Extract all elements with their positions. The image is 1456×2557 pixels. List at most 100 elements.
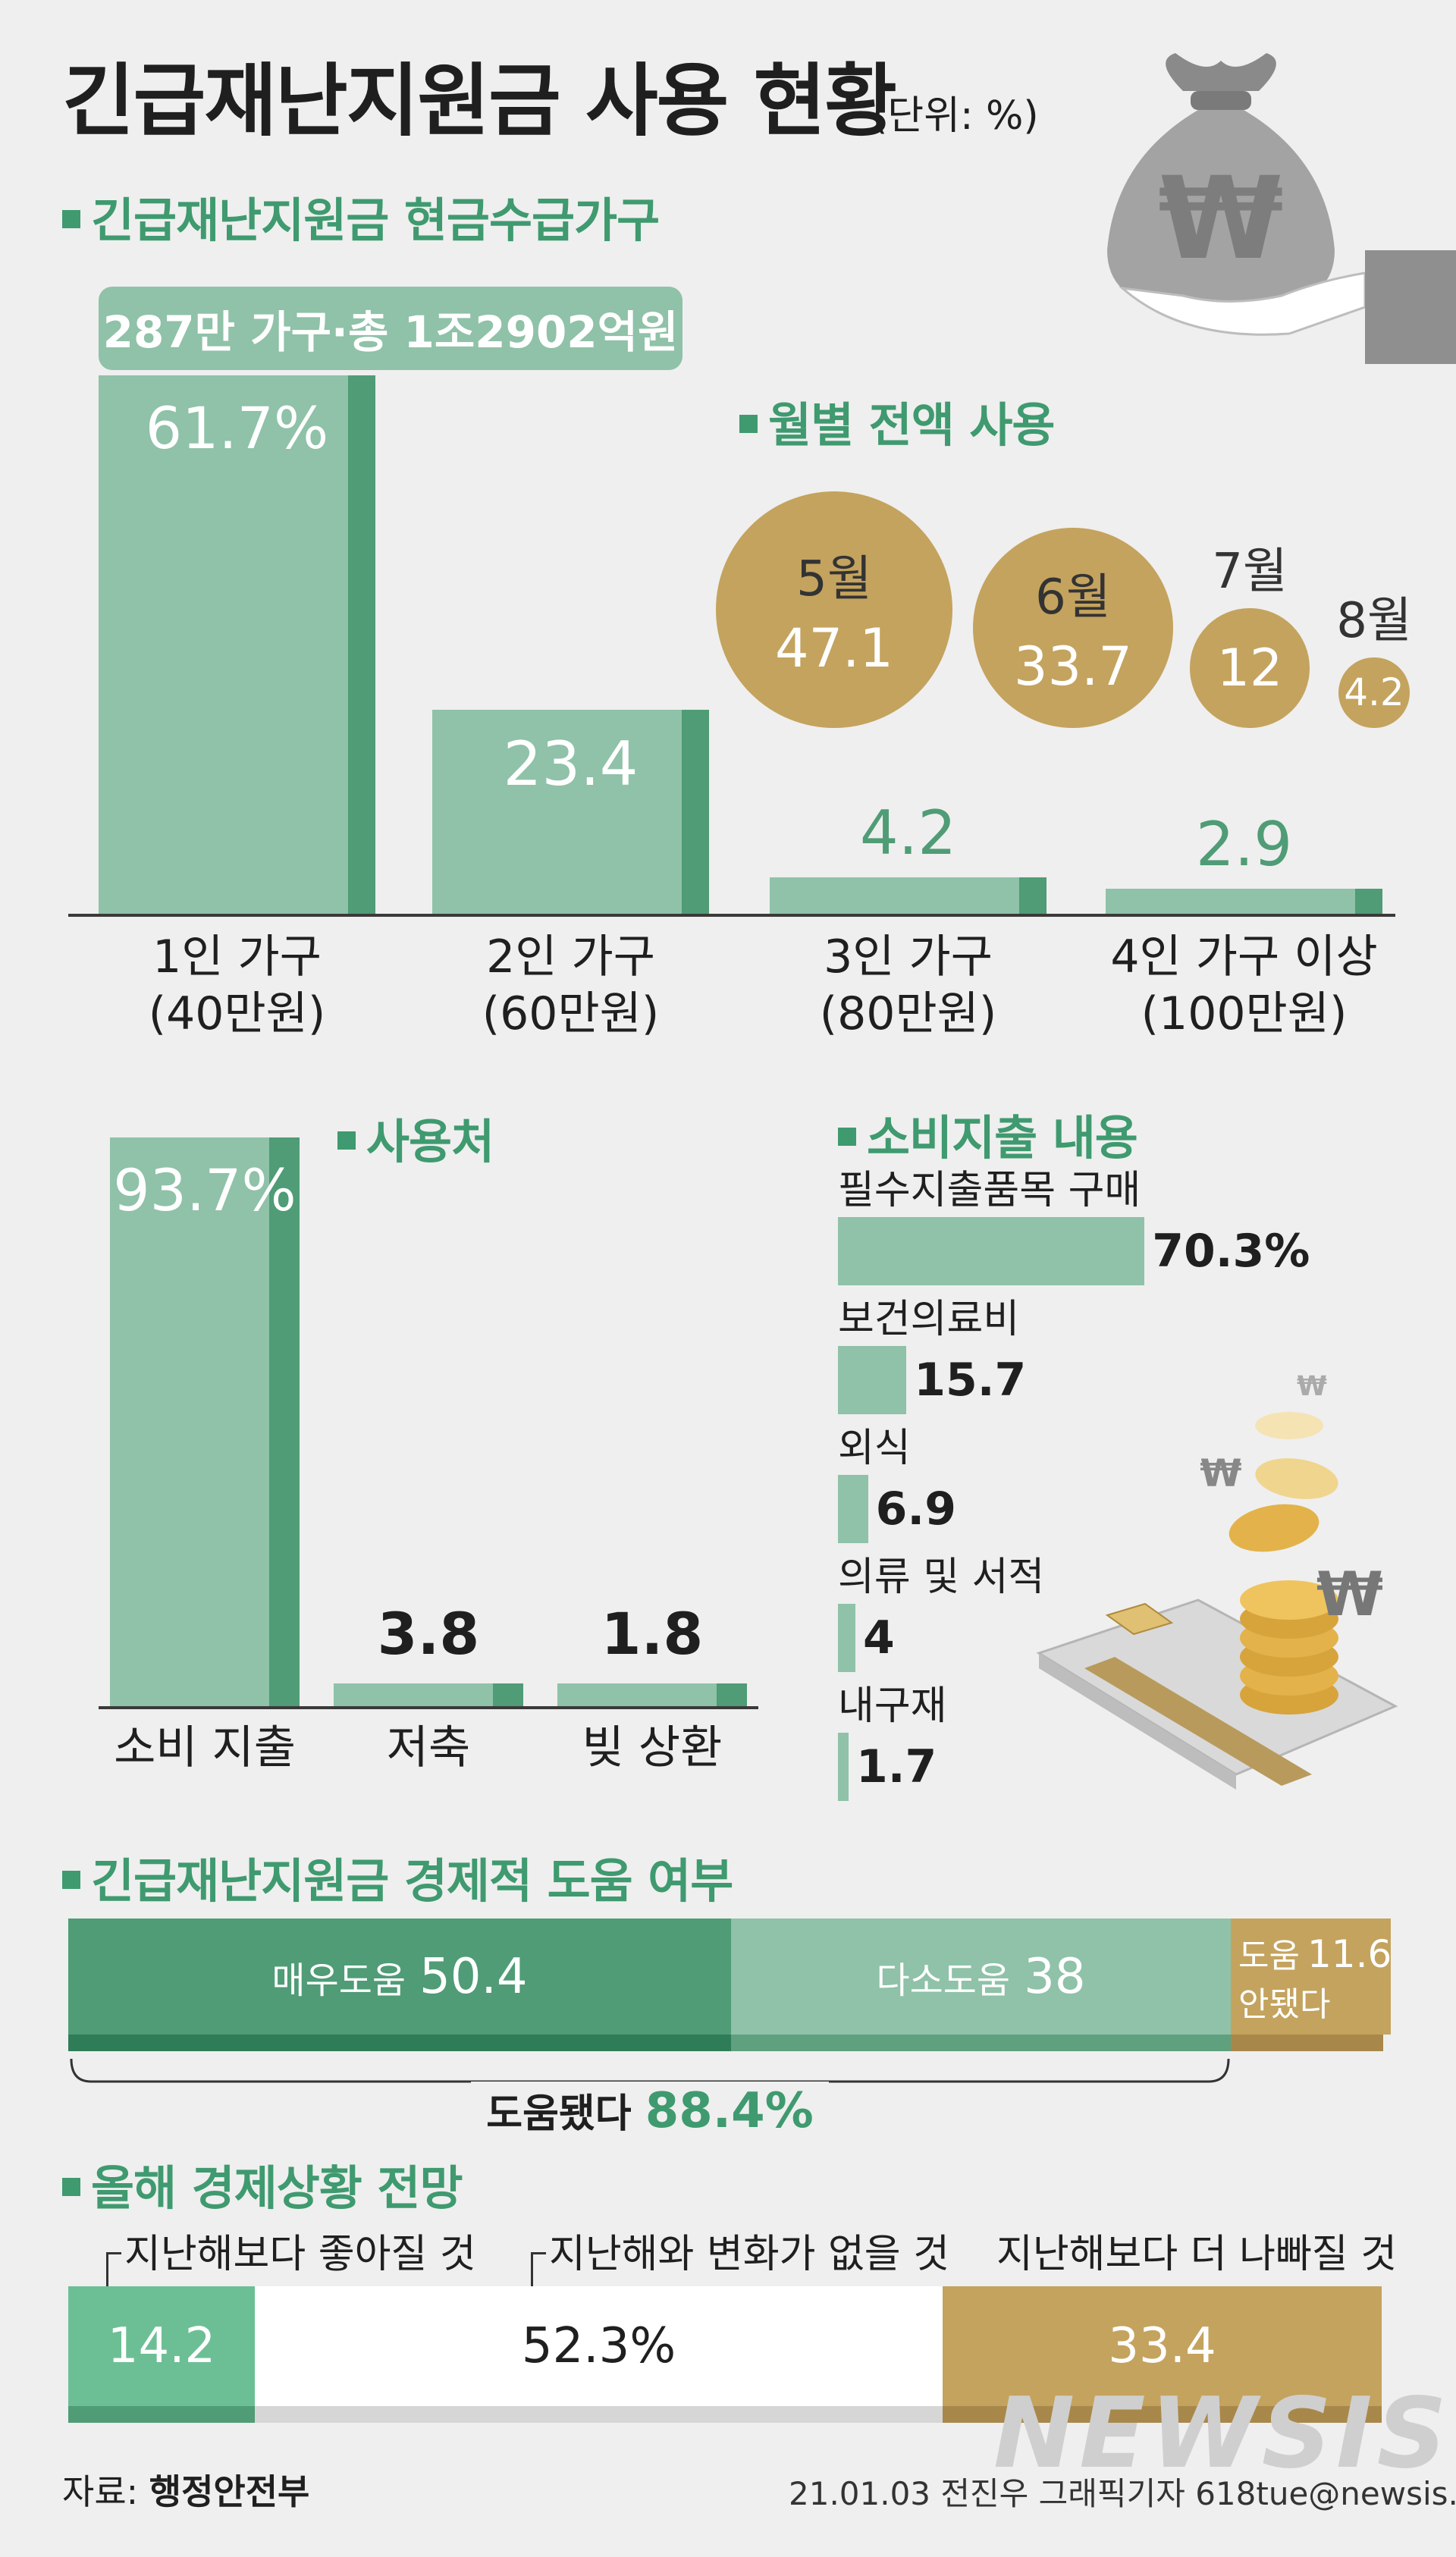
economic-help-category-line: 도움 11.6 [1238, 1928, 1392, 1977]
outlook-segment: 33.4 [943, 2286, 1382, 2406]
household-category-label: 3인 가구 [824, 930, 993, 984]
usage-chart-baseline [99, 1706, 758, 1709]
source-line: 자료: 행정안전부 [62, 2464, 309, 2515]
household-bar-edge [348, 375, 375, 914]
consumption-bar-value: 1.7 [856, 1740, 937, 1793]
section-heading-consumption: 소비지출 내용 [838, 1100, 1138, 1168]
household-category-label: 1인 가구 [152, 930, 322, 984]
svg-text:₩: ₩ [1200, 1451, 1241, 1495]
consumption-category-label: 필수지출품목 구매 [838, 1168, 1141, 1213]
outlook-segment-shadow [943, 2406, 1382, 2423]
economic-help-segment-shadow [1231, 2035, 1383, 2051]
bullet-square-icon [62, 1870, 80, 1889]
household-bar-edge [682, 709, 709, 914]
consumption-category-label: 의류 및 서적 [838, 1555, 1045, 1600]
usage-bar-value: 93.7% [113, 1156, 297, 1225]
section-heading-usage: 사용처 [337, 1103, 494, 1172]
coins-card-illustration: ₩ ₩ ₩ [1036, 1371, 1398, 1790]
household-subcategory-label: (100만원) [1141, 987, 1348, 1040]
outlook-segment: 14.2 [68, 2286, 255, 2406]
consumption-category-label: 보건의료비 [838, 1297, 1020, 1342]
month-value: 47.1 [775, 617, 893, 679]
consumption-bar-value: 15.7 [914, 1354, 1027, 1407]
household-bar-edge [1019, 877, 1046, 914]
bullet-square-icon [838, 1127, 856, 1146]
household-bar [99, 375, 375, 914]
household-bar-value: 61.7% [145, 394, 329, 463]
month-label: 6월 [1035, 569, 1111, 626]
economic-help-segment-shadow [731, 2035, 1231, 2051]
month-label: 7월 [1212, 544, 1288, 601]
households-summary-badge: 287만 가구·총 1조2902억원 [99, 287, 682, 370]
month-value: 33.7 [1014, 635, 1132, 698]
consumption-bar [838, 1604, 855, 1672]
outlook-segment-shadow [255, 2406, 943, 2423]
economic-help-category: 매우도움 [271, 1959, 406, 2002]
usage-bar-edge [717, 1683, 747, 1706]
household-subcategory-label: (40만원) [148, 987, 326, 1040]
consumption-bar-value: 4 [863, 1611, 895, 1664]
source-value: 행정안전부 [149, 2471, 310, 2512]
consumption-category-label: 외식 [838, 1426, 911, 1471]
economic-help-value: 50.4 [419, 1948, 528, 2005]
consumption-bar [838, 1475, 868, 1543]
helped-total-box: 도움됐다 88.4% [471, 2082, 829, 2139]
month-bubble: 6월 33.7 [972, 527, 1174, 728]
helped-total-label: 도움됐다 [486, 2091, 645, 2137]
economic-help-category: 도움 [1238, 1936, 1300, 1975]
outlook-tick [106, 2252, 108, 2286]
month-bubble: 12 [1190, 608, 1310, 728]
bullet-square-icon [739, 414, 758, 433]
helped-total-value: 88.4% [645, 2083, 814, 2139]
outlook-category-label: 지난해보다 좋아질 것 [124, 2232, 476, 2277]
usage-bar-value: 3.8 [377, 1599, 480, 1668]
outlook-category-label: 지난해보다 더 나빠질 것 [996, 2232, 1397, 2277]
bullet-square-icon [62, 2177, 80, 2196]
month-bubble: 5월 47.1 [715, 491, 953, 728]
household-chart-baseline [68, 914, 1395, 917]
money-bag-icon: ₩ [1107, 53, 1335, 307]
money-bag-illustration: ₩ [1107, 53, 1456, 364]
household-bar-value: 4.2 [859, 797, 957, 868]
outlook-segment: 52.3% [255, 2286, 943, 2406]
bullet-square-icon [62, 209, 80, 228]
household-category-label: 4인 가구 이상 [1110, 930, 1378, 984]
household-category-label: 2인 가구 [486, 930, 655, 984]
usage-bar-edge [493, 1683, 523, 1706]
usage-bar [557, 1683, 747, 1706]
outlook-tick-h [531, 2252, 546, 2254]
month-label: 5월 [796, 551, 872, 607]
household-bar [1106, 888, 1382, 914]
consumption-bar [838, 1217, 1145, 1285]
outlook-tick-h [106, 2252, 121, 2254]
source-label: 자료: [62, 2471, 139, 2512]
consumption-bar [838, 1346, 907, 1414]
section-heading-monthly: 월별 전액 사용 [739, 387, 1055, 455]
consumption-category-label: 내구재 [838, 1683, 947, 1729]
section-heading-outlook: 올해 경제상황 전망 [62, 2150, 463, 2218]
outlook-segment-shadow [68, 2406, 255, 2423]
usage-category-label: 소비 지출 [114, 1721, 296, 1774]
economic-help-segment-shadow [68, 2035, 731, 2051]
household-bar [432, 709, 709, 914]
household-bar [770, 877, 1046, 914]
economic-help-value: 11.6 [1307, 1931, 1392, 1976]
economic-help-category: 안됐다 [1238, 1984, 1331, 2024]
coins-icon: ₩ ₩ ₩ [1200, 1371, 1383, 1715]
household-bar-value: 2.9 [1195, 808, 1293, 880]
consumption-bar-value: 6.9 [875, 1482, 956, 1536]
economic-help-value: 38 [1024, 1948, 1086, 2005]
consumption-bar-value: 70.3% [1152, 1225, 1310, 1278]
unit-label: (단위: %) [872, 93, 1039, 139]
helped-total: 도움됐다 88.4% [68, 2082, 1232, 2139]
outlook-category-label: 지난해와 변화가 없을 것 [549, 2232, 949, 2277]
svg-text:₩: ₩ [1297, 1371, 1327, 1402]
section-heading-economic-help: 긴급재난지원금 경제적 도움 여부 [62, 1843, 733, 1911]
svg-text:₩: ₩ [1158, 153, 1283, 285]
usage-category-label: 빚 상환 [582, 1721, 723, 1774]
month-bubble: 4.2 [1338, 657, 1410, 728]
consumption-bar [838, 1733, 849, 1801]
page-title: 긴급재난지원금 사용 현황 [62, 36, 897, 151]
bullet-square-icon [337, 1131, 356, 1150]
month-value: 12 [1216, 638, 1283, 698]
